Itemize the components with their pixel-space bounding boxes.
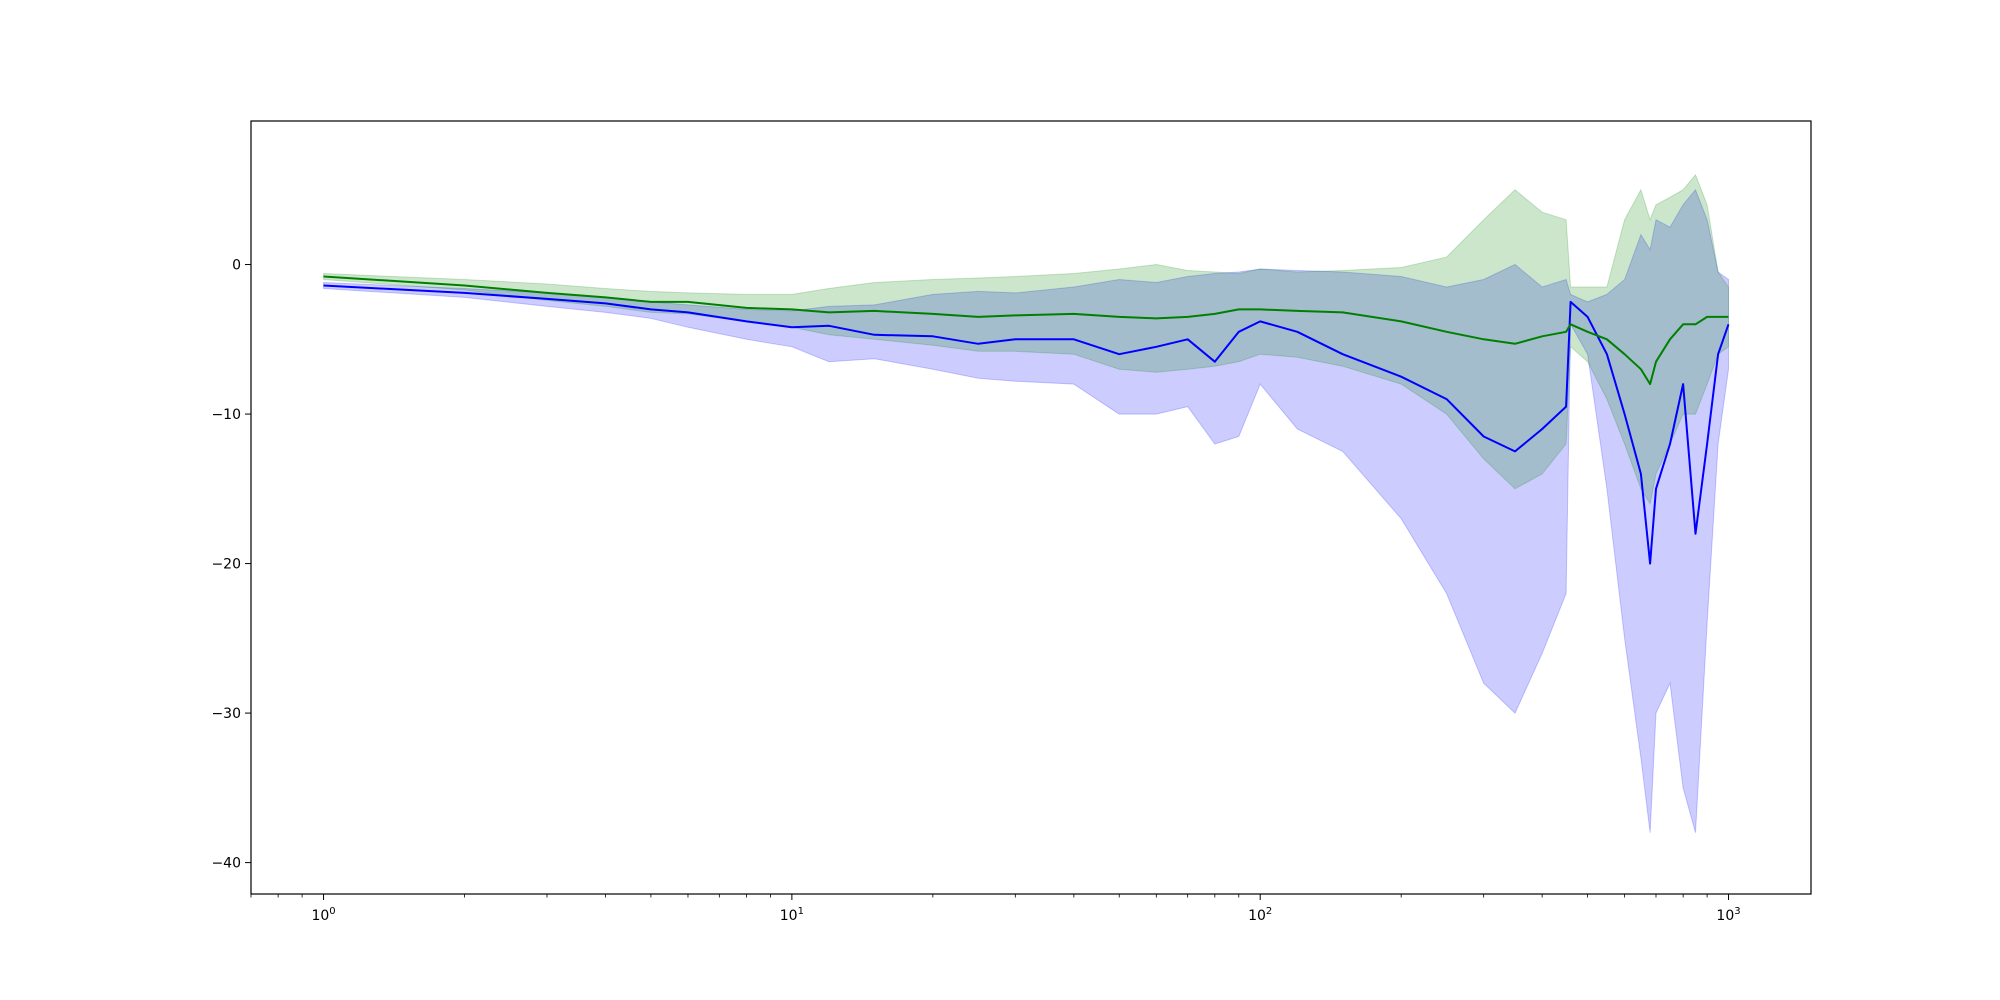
y-axis-ticks: 0 −10 −20 −30 −40 xyxy=(211,258,251,872)
series-1-band xyxy=(323,188,1729,833)
series-1-line xyxy=(323,284,1730,565)
x-tick-label: 102 xyxy=(1248,906,1272,924)
y-tick-label: −20 xyxy=(211,557,241,573)
x-tick-label: 101 xyxy=(780,906,804,924)
series-2-line xyxy=(323,275,1729,386)
plot-frame xyxy=(250,120,1812,895)
y-tick-label: −10 xyxy=(211,407,241,423)
x-tick-label: 100 xyxy=(311,906,335,924)
x-tick-label: 103 xyxy=(1716,906,1740,924)
y-tick-label: −40 xyxy=(211,856,241,872)
series-lines xyxy=(323,275,1730,565)
y-tick-label: −30 xyxy=(211,706,241,722)
y-tick-label: 0 xyxy=(232,258,241,274)
